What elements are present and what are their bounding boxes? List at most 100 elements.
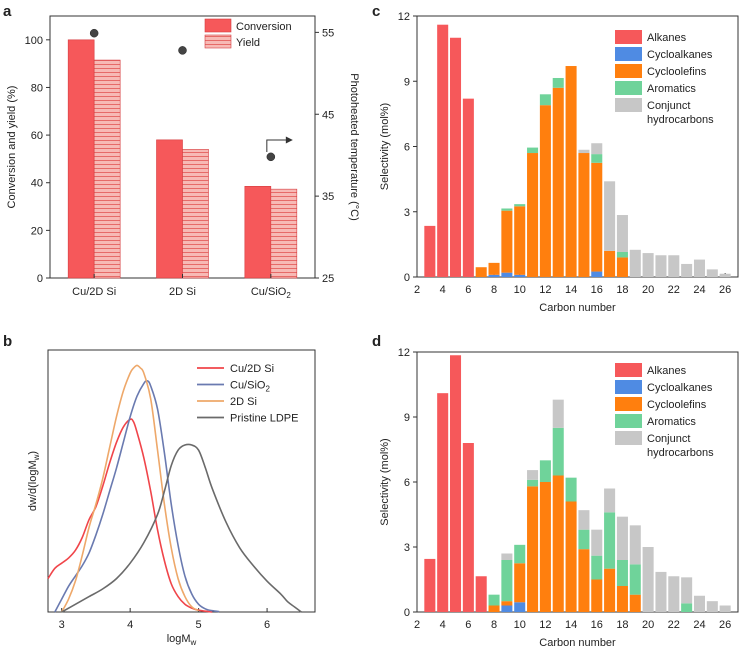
legend-swatch-3 <box>615 414 642 428</box>
x-tick-label: 4 <box>127 619 133 631</box>
x-tick-label: 8 <box>491 619 497 631</box>
x-axis-label: Carbon number <box>539 302 616 314</box>
bar-segment-0 <box>424 558 436 612</box>
legend-label-4: Conjunct <box>647 433 690 445</box>
bar-segment-4 <box>668 576 680 612</box>
bar-segment-4 <box>655 571 667 612</box>
bar-segment-3 <box>488 594 500 606</box>
bar-segment-3 <box>616 560 628 586</box>
bar-segment-2 <box>488 605 500 612</box>
yield-bar <box>93 59 121 279</box>
bar-segment-4 <box>578 149 590 154</box>
legend-label-1: Cu/SiO2 <box>230 380 270 394</box>
y2-tick-label: 55 <box>322 27 334 39</box>
series-line-2 <box>60 364 200 613</box>
legend-label-0: Alkanes <box>647 365 687 377</box>
legend-label-1: Cycloalkanes <box>647 382 713 394</box>
series-line-3 <box>61 443 302 613</box>
x-tick-label: 16 <box>591 619 603 631</box>
x-axis-label: Carbon number <box>539 637 616 649</box>
x-tick-label: 8 <box>491 284 497 296</box>
bar-segment-4 <box>591 529 603 556</box>
bar-segment-2 <box>552 475 564 612</box>
bar-segment-4 <box>527 470 539 480</box>
bar-segment-4 <box>668 255 680 277</box>
x-tick-label: 3 <box>59 619 65 631</box>
y-axis-label: Conversion and yield (%) <box>6 86 18 209</box>
bar-segment-4 <box>642 253 654 277</box>
bar-segment-2 <box>514 206 526 275</box>
bar-segment-2 <box>539 105 551 277</box>
legend-label-3: Pristine LDPE <box>230 413 298 425</box>
panel-a-conversion-chart: 0 20 40 60 80 100 25 35 45 55 Cu/2D Si 2D Si Cu/SiO2… <box>6 15 360 300</box>
bar-segment-4 <box>629 249 641 277</box>
bar-segment-2 <box>604 250 616 277</box>
x-tick-label: Cu/SiO2 <box>251 286 291 300</box>
y-tick-label: 9 <box>404 76 410 88</box>
x-tick-label: 6 <box>264 619 270 631</box>
bar-segment-0 <box>449 37 462 277</box>
x-tick-label: 24 <box>693 284 705 296</box>
bar-segment-3 <box>539 94 551 106</box>
x-axis-label: logMw <box>167 633 197 647</box>
yield-bar <box>182 149 209 279</box>
temperature-point <box>89 28 99 38</box>
legend-label-4: hydrocarbons <box>647 447 714 459</box>
yield-bar <box>270 188 298 279</box>
y-tick-label: 0 <box>37 273 43 285</box>
legend-swatch-1 <box>615 380 642 394</box>
bar-segment-3 <box>514 544 526 564</box>
bar-segment-3 <box>527 479 539 487</box>
y2-tick-label: 25 <box>322 273 334 285</box>
x-tick-label: 5 <box>196 619 202 631</box>
x-tick-label: Cu/2D Si <box>72 286 116 298</box>
plot-frame <box>47 349 316 613</box>
bar-segment-3 <box>616 251 628 258</box>
bar-segment-0 <box>449 355 462 612</box>
right-axis-arrow <box>266 139 287 152</box>
bar-segment-4 <box>501 553 513 560</box>
x-tick-label: 20 <box>642 619 654 631</box>
y-tick-label: 20 <box>31 225 43 237</box>
bar-segment-3 <box>552 427 564 476</box>
legend-swatch-2 <box>615 397 642 411</box>
bar-segment-2 <box>578 549 590 612</box>
bar-segment-1 <box>488 274 500 277</box>
bar-segment-4 <box>693 595 706 612</box>
bar-segment-4 <box>681 577 693 604</box>
x-tick-label: 22 <box>668 284 680 296</box>
bar-segment-2 <box>527 153 539 277</box>
y-tick-label: 6 <box>404 142 410 154</box>
panel-letter-d: d <box>372 333 381 350</box>
bar-segment-0 <box>437 24 449 278</box>
bar-segment-2 <box>591 579 603 612</box>
bar-segment-3 <box>501 208 513 211</box>
legend-label-0: Cu/2D Si <box>230 363 274 375</box>
bar-segment-4 <box>591 143 603 155</box>
x-tick-label: 26 <box>719 284 731 296</box>
x-tick-label: 14 <box>565 284 577 296</box>
bar-segment-3 <box>591 154 603 163</box>
y-tick-label: 3 <box>404 207 410 219</box>
conversion-bar <box>244 186 272 279</box>
bar-segment-2 <box>488 262 500 275</box>
bar-segment-4 <box>642 547 654 612</box>
y-tick-label: 0 <box>404 272 410 284</box>
legend-label-2: Cycloolefins <box>647 66 707 78</box>
y-axis-label: Selectivity (mol%) <box>379 103 391 190</box>
x-tick-label: 6 <box>465 619 471 631</box>
bar-segment-0 <box>462 443 474 612</box>
bar-segment-3 <box>527 147 539 154</box>
bar-segment-2 <box>565 501 577 612</box>
bar-segment-4 <box>655 255 667 277</box>
conversion-bar <box>156 139 183 279</box>
x-tick-label: 6 <box>465 284 471 296</box>
bar-segment-0 <box>462 98 474 278</box>
bar-segment-1 <box>501 605 513 612</box>
x-tick-label: 22 <box>668 619 680 631</box>
legend-swatch-1 <box>204 34 232 49</box>
bar-segment-3 <box>539 460 551 482</box>
x-tick-label: 12 <box>539 284 551 296</box>
